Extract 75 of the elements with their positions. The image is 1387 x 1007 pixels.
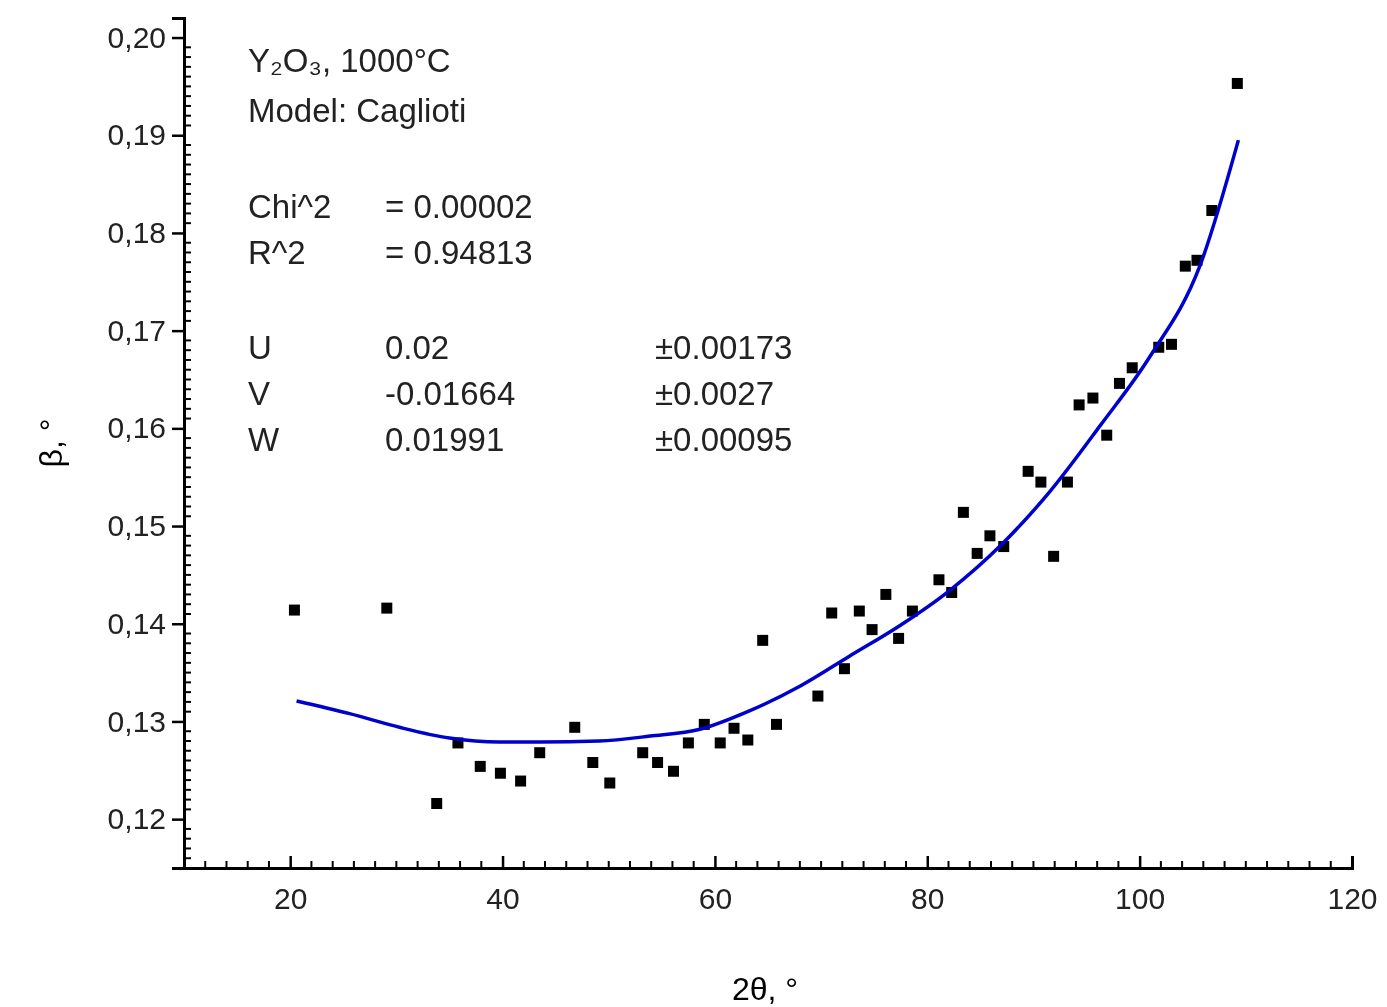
point bbox=[812, 690, 824, 702]
point bbox=[728, 722, 740, 734]
point bbox=[971, 547, 983, 559]
point bbox=[866, 624, 878, 636]
point bbox=[1165, 338, 1177, 350]
y-tick-label: 0,19 bbox=[107, 118, 166, 152]
annotation: ±0.0027 bbox=[655, 375, 775, 412]
point bbox=[569, 721, 581, 733]
point bbox=[682, 737, 694, 749]
point bbox=[770, 718, 782, 730]
y-tick-label: 0,13 bbox=[107, 704, 166, 738]
annotation: Y₂O₃, 1000°C bbox=[248, 42, 451, 79]
point bbox=[381, 602, 393, 614]
annotation: Model: Caglioti bbox=[248, 92, 467, 129]
y-tick-label: 0,14 bbox=[107, 606, 166, 640]
annotation: = 0.94813 bbox=[385, 234, 533, 271]
x-tick-label: 60 bbox=[698, 882, 733, 916]
annotation: U bbox=[248, 329, 272, 366]
point bbox=[853, 605, 865, 617]
point bbox=[957, 506, 969, 518]
point bbox=[826, 607, 838, 619]
point bbox=[652, 756, 664, 768]
y-tick-label: 0,12 bbox=[107, 802, 166, 836]
annotation: V bbox=[248, 375, 271, 412]
point bbox=[933, 574, 945, 586]
point bbox=[1113, 377, 1125, 389]
point bbox=[668, 765, 679, 777]
point bbox=[1061, 476, 1073, 488]
point bbox=[604, 777, 616, 789]
point bbox=[474, 760, 486, 772]
annotation: R^2 bbox=[248, 234, 306, 271]
point bbox=[1035, 476, 1047, 488]
point bbox=[742, 734, 754, 746]
point bbox=[1231, 77, 1243, 89]
y-tick-label: 0,17 bbox=[107, 313, 166, 347]
x-tick-label: 40 bbox=[486, 882, 520, 916]
y-axis-title: β, ° bbox=[33, 418, 69, 468]
point bbox=[515, 775, 527, 787]
y-tick-label: 0,16 bbox=[107, 411, 166, 445]
annotation: Chi^2 bbox=[248, 188, 332, 225]
point bbox=[1126, 362, 1138, 374]
point bbox=[838, 663, 850, 675]
x-tick-label: 80 bbox=[911, 882, 945, 916]
point bbox=[893, 632, 905, 644]
point bbox=[1048, 550, 1060, 562]
point bbox=[431, 798, 443, 810]
point bbox=[757, 634, 769, 646]
point bbox=[494, 767, 506, 779]
x-tick-label: 100 bbox=[1115, 882, 1166, 916]
point bbox=[984, 530, 996, 542]
point bbox=[1206, 204, 1218, 216]
annotation: ±0.00095 bbox=[655, 421, 793, 458]
annotation: 0.01991 bbox=[385, 421, 505, 458]
y-tick-label: 0,20 bbox=[107, 20, 166, 54]
y-tick-label: 0,18 bbox=[107, 216, 166, 250]
point bbox=[637, 747, 649, 759]
x-axis-title: 2θ, ° bbox=[731, 971, 799, 1007]
point bbox=[1101, 429, 1113, 441]
x-tick-label: 120 bbox=[1327, 882, 1378, 916]
annotation: ±0.00173 bbox=[655, 329, 793, 366]
point bbox=[714, 737, 726, 749]
point bbox=[534, 747, 546, 759]
point bbox=[880, 588, 892, 600]
annotation: = 0.00002 bbox=[385, 188, 533, 225]
point bbox=[288, 604, 300, 616]
point bbox=[1179, 260, 1191, 272]
annotation: -0.01664 bbox=[385, 375, 516, 412]
point bbox=[1087, 392, 1099, 404]
annotation: 0.02 bbox=[385, 329, 450, 366]
x-tick-label: 20 bbox=[273, 882, 308, 916]
point bbox=[587, 756, 599, 768]
annotation: W bbox=[248, 421, 280, 458]
point bbox=[1022, 465, 1034, 477]
y-tick-label: 0,15 bbox=[107, 509, 166, 543]
point bbox=[1073, 399, 1085, 411]
